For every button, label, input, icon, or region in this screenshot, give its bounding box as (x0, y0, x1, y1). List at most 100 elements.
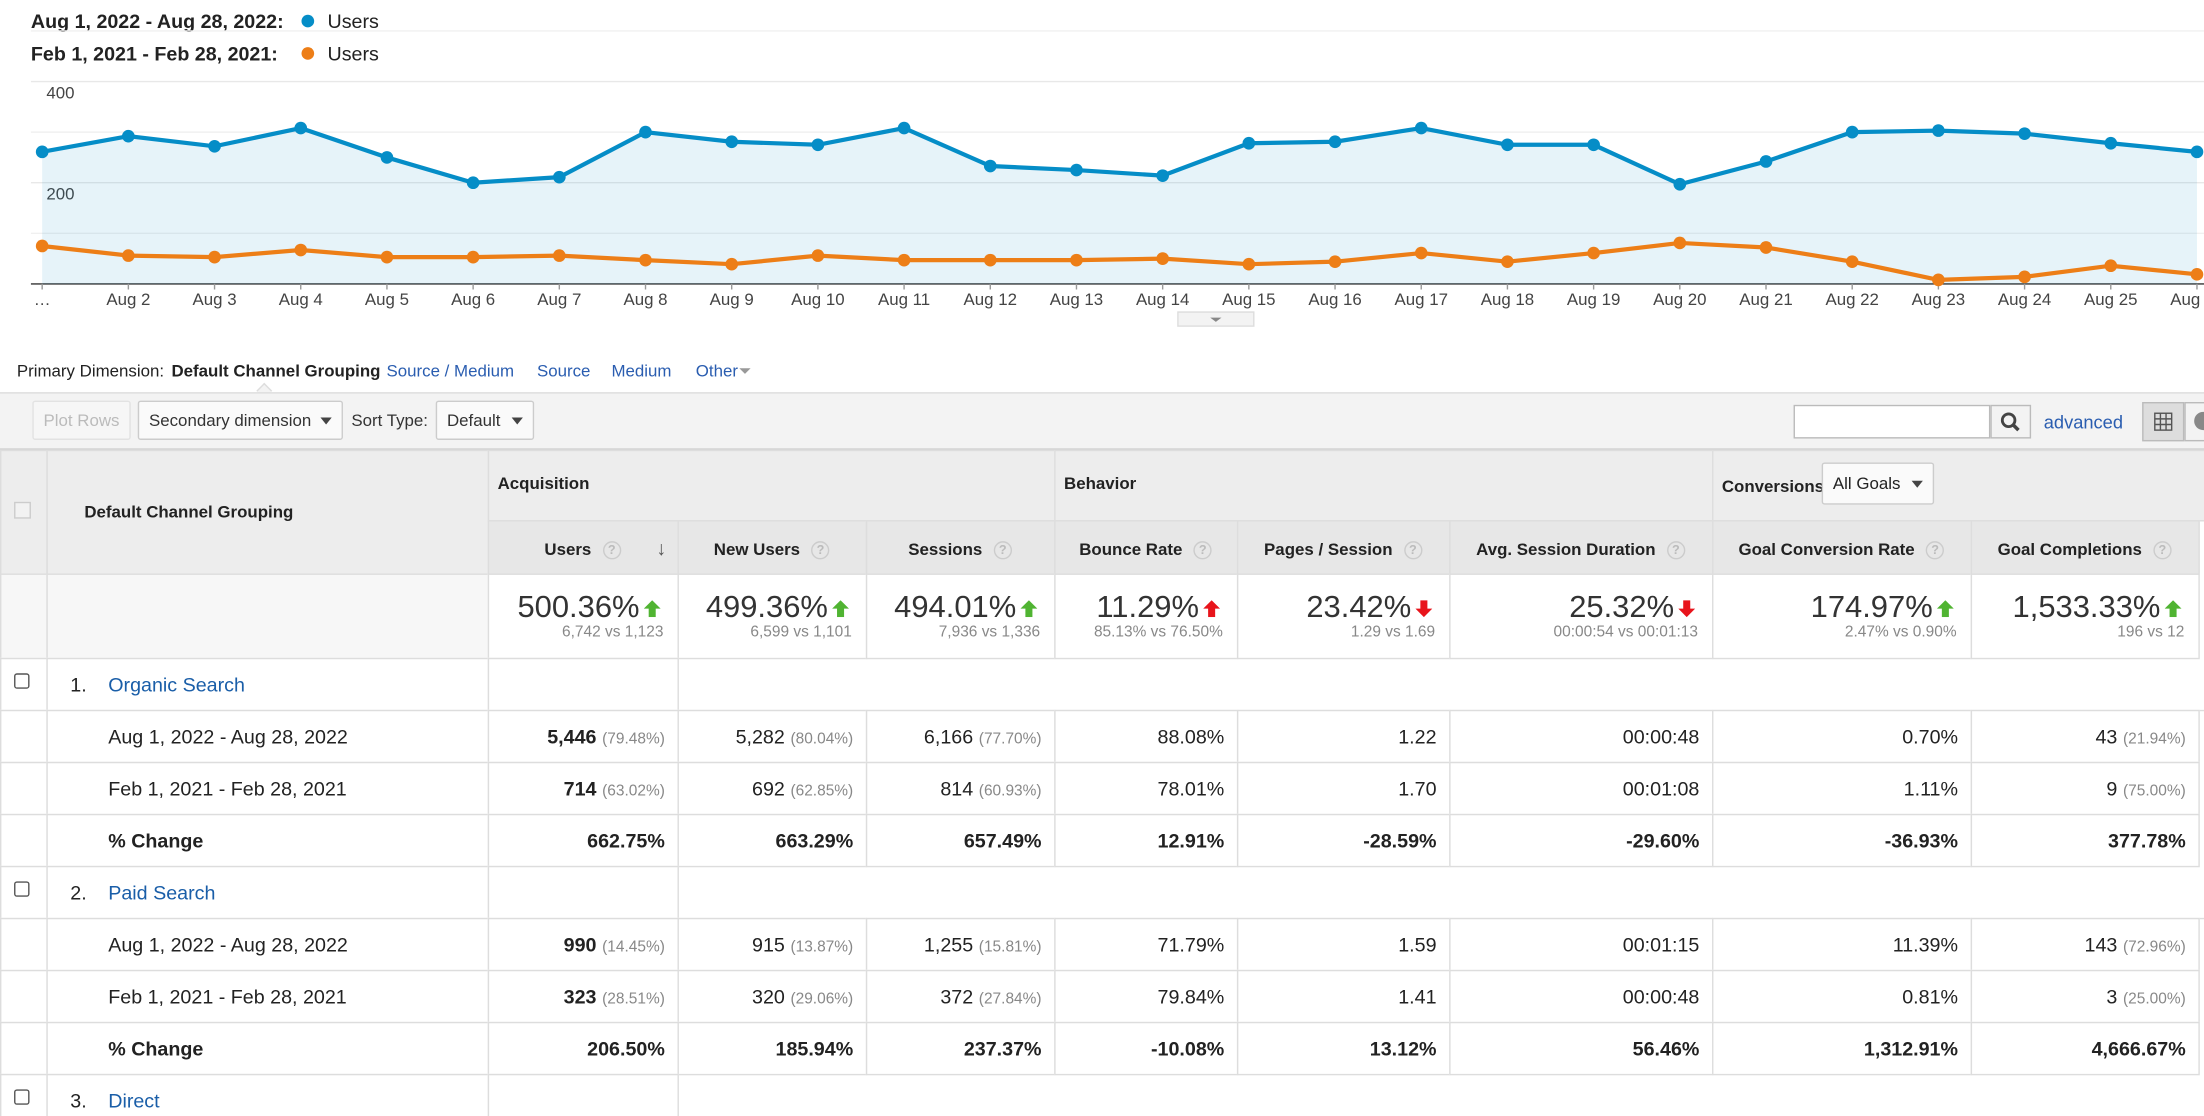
row-checkbox[interactable] (14, 673, 30, 689)
dimension-link[interactable]: Source (536, 361, 591, 381)
metric-value: 9 (2106, 777, 2118, 800)
column-header-cell (677, 520, 868, 575)
column-header[interactable]: Sessions? (866, 540, 1054, 560)
x-tick-label: Aug 11 (878, 290, 930, 309)
metric-cell: 56.46% (1449, 1037, 1700, 1059)
dimension-link[interactable]: Other (695, 361, 738, 381)
metric-cell: 12.91% (1054, 829, 1225, 851)
metric-value: 1.11% (1903, 777, 1959, 800)
channel-link[interactable]: Direct (108, 1089, 160, 1112)
column-name: New Users (713, 539, 801, 560)
x-tick-label: Aug 26 (2170, 290, 2204, 309)
search-icon (2000, 412, 2020, 432)
row-cell (46, 865, 490, 920)
column-header[interactable]: Pages / Session? (1237, 540, 1449, 560)
data-point (1501, 138, 1514, 152)
trend-arrow (2164, 599, 2182, 618)
column-header[interactable]: Bounce Rate? (1054, 540, 1237, 560)
row-cell (487, 969, 679, 1024)
arrow-icon (1203, 600, 1221, 618)
total-change: 25.32% (1569, 588, 1675, 625)
row-checkbox[interactable] (14, 1089, 30, 1105)
metric-value: -10.08% (1150, 1037, 1225, 1060)
search-input[interactable] (1793, 404, 1991, 439)
metric-value: 5,282 (735, 725, 785, 748)
total-detail: 85.13% vs 76.50% (1093, 624, 1223, 641)
grid-icon (2154, 412, 2173, 431)
x-tick-label: Aug 10 (791, 290, 844, 309)
totals-cell (46, 573, 490, 660)
metric-share: (21.94%) (2122, 730, 2186, 748)
metric-value: 237.37% (963, 1037, 1042, 1060)
table-view-button[interactable] (2142, 402, 2185, 442)
dimension-active[interactable]: Default Channel Grouping (171, 361, 381, 381)
row-cell (1712, 709, 1973, 764)
plot-rows-button[interactable]: Plot Rows (32, 400, 131, 440)
sort-type-label: Sort Type: (351, 410, 428, 431)
metric-cell: 00:00:48 (1449, 985, 1700, 1007)
data-point (466, 176, 480, 190)
metric-share: (80.04%) (790, 730, 854, 748)
channel-link[interactable]: Paid Search (108, 881, 216, 904)
x-tick-label: Aug 12 (964, 290, 1017, 309)
x-tick-label: Aug 15 (1222, 290, 1275, 309)
column-header[interactable]: Goal Conversion Rate? (1712, 540, 1971, 560)
row-cell (487, 1073, 679, 1116)
data-point (1501, 255, 1514, 268)
column-header[interactable]: Avg. Session Duration? (1449, 540, 1712, 560)
total-change: 494.01% (894, 588, 1017, 625)
dimension-link[interactable]: Medium (611, 361, 672, 381)
group-header: Acquisition (497, 473, 590, 494)
trend-arrow (1020, 599, 1038, 618)
metric-value: 692 (752, 777, 785, 800)
advanced-link[interactable]: advanced (2043, 411, 2124, 433)
column-header[interactable]: New Users? (678, 540, 866, 560)
metric-value: 00:01:08 (1622, 777, 1700, 800)
row-cell (0, 969, 48, 1024)
chart: Aug 1, 2022 - Aug 28, 2022: Users Feb 1, 2… (30, 11, 2204, 327)
secondary-dimension[interactable]: Secondary dimension (137, 400, 343, 440)
total-change: 23.42% (1306, 588, 1412, 625)
row-cell (677, 658, 2204, 712)
metric-cell: -28.59% (1237, 829, 1436, 851)
column-header[interactable]: Users? (488, 540, 678, 560)
row-cell (1712, 761, 1973, 816)
dimension-link[interactable]: Source / Medium (386, 361, 515, 381)
x-tick-label: Aug 6 (451, 290, 495, 309)
row-cell (0, 1021, 48, 1076)
metric-cell: 5,282 (80.04%) (678, 725, 854, 747)
row-index: 3. (70, 1089, 87, 1112)
row-label: Feb 1, 2021 - Feb 28, 2021 (108, 777, 347, 800)
row-cell (1970, 813, 2200, 868)
metric-cell: 663.29% (678, 829, 854, 851)
row-index: 1. (70, 673, 87, 696)
metric-cell: 88.08% (1054, 725, 1225, 747)
metric-cell: 143 (72.96%) (1971, 933, 2186, 955)
column-name: Goal Conversion Rate (1738, 539, 1915, 560)
metric-value: 78.01% (1157, 777, 1225, 800)
channel-link[interactable]: Organic Search (108, 673, 245, 696)
metric-cell: 0.70% (1712, 725, 1958, 747)
row-cell (1236, 917, 1451, 972)
row-cell (1449, 969, 1714, 1024)
data-point (1673, 177, 1687, 191)
data-point (897, 121, 911, 135)
data-point (122, 129, 135, 143)
x-tick-label: Aug 23 (1912, 290, 1965, 309)
data-point (35, 145, 49, 159)
column-name: Sessions (908, 539, 983, 560)
x-tick-label: Aug 9 (710, 290, 754, 309)
x-tick-label: Aug 7 (537, 290, 581, 309)
metric-cell: 1.41 (1237, 985, 1436, 1007)
metric-cell: 1,312.91% (1712, 1037, 1958, 1059)
metric-value: 663.29% (775, 829, 854, 852)
search-button[interactable] (1990, 404, 2032, 439)
column-name: Goal Completions (1997, 539, 2142, 560)
row-checkbox[interactable] (14, 881, 30, 897)
data-point (1242, 257, 1256, 271)
totals-cell (0, 573, 48, 660)
metric-value: 662.75% (587, 829, 665, 852)
column-header[interactable]: Goal Completions? (1971, 540, 2199, 560)
metric-share: (13.87%) (790, 938, 854, 956)
arrow-icon (1020, 600, 1038, 618)
